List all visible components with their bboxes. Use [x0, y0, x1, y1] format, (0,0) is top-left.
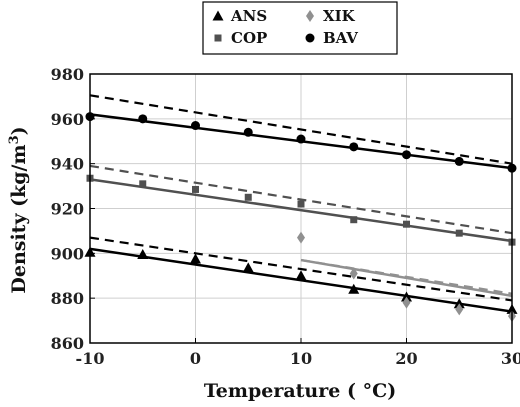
- cop-marker: [350, 216, 358, 224]
- legend-items: ANS XIK COP BAV: [212, 7, 358, 47]
- legend-xik-marker: [306, 10, 314, 22]
- y-tick-label: 940: [51, 155, 84, 174]
- y-axis-label-text: Density (kg/m: [8, 144, 30, 293]
- cop-marker: [455, 229, 463, 237]
- ans-dashed-line: [89, 236, 513, 302]
- legend-bav-marker: [305, 33, 315, 43]
- legend-cop-label: COP: [231, 29, 267, 47]
- y-tick-label: 960: [51, 110, 84, 129]
- x-tick-label: 30: [501, 349, 520, 368]
- legend-cop-marker: [214, 34, 222, 42]
- ans-marker: [401, 291, 412, 302]
- y-axis-label: Density (kg/m3): [7, 126, 30, 293]
- legend-ans-label: ANS: [230, 7, 267, 25]
- plot-frame: [89, 73, 513, 344]
- x-tick-label: 20: [395, 349, 417, 368]
- ans-marker: [295, 270, 307, 281]
- ans-marker: [190, 253, 201, 264]
- y-tick-label: 880: [51, 289, 84, 308]
- x-tick-label: 10: [290, 349, 312, 368]
- tick-labels: -10 0 10 20 30 860 880 900 920 940 960 980: [51, 65, 520, 368]
- xik-marker: [402, 296, 411, 309]
- y-tick-label: 860: [51, 334, 84, 353]
- ans-marker: [348, 283, 360, 294]
- bav-dashed-line: [89, 94, 513, 165]
- x-axis-label: Temperature ( °C): [204, 380, 396, 402]
- x-tick-label: -10: [76, 349, 105, 368]
- legend-xik-label: XIK: [323, 7, 356, 25]
- cop-marker: [192, 185, 199, 193]
- ans-marker: [242, 262, 254, 273]
- cop-marker: [297, 200, 305, 208]
- xik-marker: [455, 303, 464, 316]
- y-tick-label: 980: [51, 65, 84, 84]
- xik-marker: [297, 231, 305, 244]
- xik-dashed-line: [300, 258, 513, 295]
- x-tick-label: 0: [190, 349, 201, 368]
- bav-marker: [191, 121, 200, 131]
- cop-marker: [139, 180, 147, 188]
- legend-bav-label: BAV: [323, 29, 358, 47]
- y-tick-label: 900: [51, 244, 84, 263]
- cop-dashed-line: [89, 164, 513, 235]
- bav-marker: [243, 127, 253, 137]
- bav-marker: [349, 142, 359, 152]
- xik-marker: [349, 267, 358, 280]
- legend-box: [202, 1, 398, 55]
- bav-marker: [454, 156, 464, 166]
- y-axis-label-close: ): [8, 126, 30, 135]
- cop-marker: [244, 193, 252, 201]
- cop-marker: [403, 220, 410, 228]
- bav-marker: [296, 134, 306, 144]
- legend: ANS XIK COP BAV: [202, 1, 398, 55]
- ans-marker: [453, 298, 465, 309]
- legend-ans-marker: [212, 10, 224, 21]
- y-axis-label-superscript: 3: [7, 135, 22, 144]
- bav-marker: [402, 150, 411, 160]
- bav-marker: [138, 114, 148, 124]
- ans-marker: [137, 248, 149, 259]
- cop-fit-line: [89, 178, 513, 243]
- y-tick-label: 920: [51, 200, 84, 219]
